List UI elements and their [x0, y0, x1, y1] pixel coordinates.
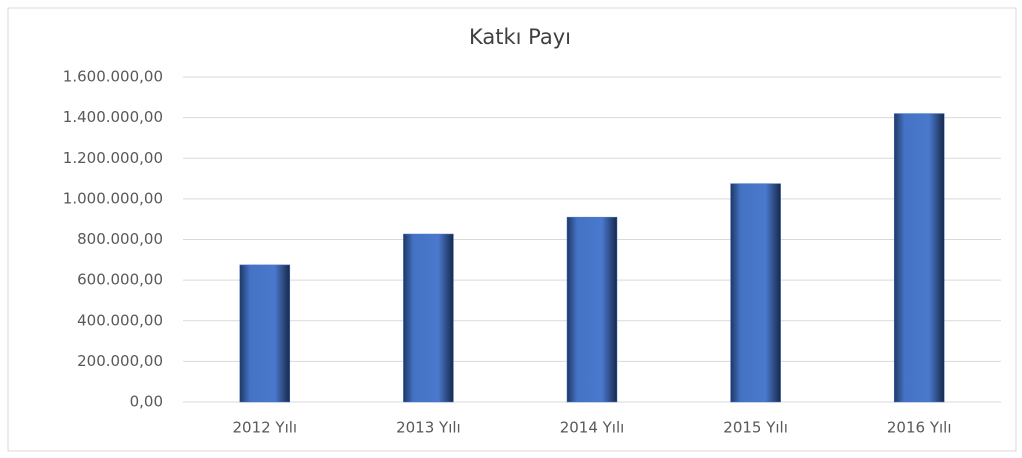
- chart-frame: [7, 7, 1017, 452]
- x-tick-label: 2013 Yılı: [396, 419, 461, 437]
- bar: [239, 264, 291, 403]
- y-tick-label: 1.200.000,00: [63, 149, 163, 167]
- y-tick-label: 1.000.000,00: [63, 189, 163, 207]
- x-tick-label: 2014 Yılı: [560, 419, 625, 437]
- y-tick-label: 1.400.000,00: [63, 108, 163, 126]
- y-tick-label: 0,00: [130, 393, 163, 411]
- y-tick-label: 800.000,00: [77, 230, 163, 248]
- bar: [730, 183, 781, 403]
- bar: [403, 233, 454, 403]
- y-tick-label: 1.600.000,00: [63, 68, 163, 86]
- bar: [566, 216, 618, 403]
- chart-title: Katkı Payı: [469, 25, 571, 49]
- y-tick-label: 600.000,00: [77, 271, 163, 289]
- x-tick-label: 2015 Yılı: [723, 419, 788, 437]
- bar: [893, 113, 945, 403]
- y-tick-label: 400.000,00: [77, 311, 163, 329]
- x-tick-label: 2016 Yılı: [887, 419, 952, 437]
- y-tick-label: 200.000,00: [77, 352, 163, 370]
- x-tick-label: 2012 Yılı: [232, 419, 297, 437]
